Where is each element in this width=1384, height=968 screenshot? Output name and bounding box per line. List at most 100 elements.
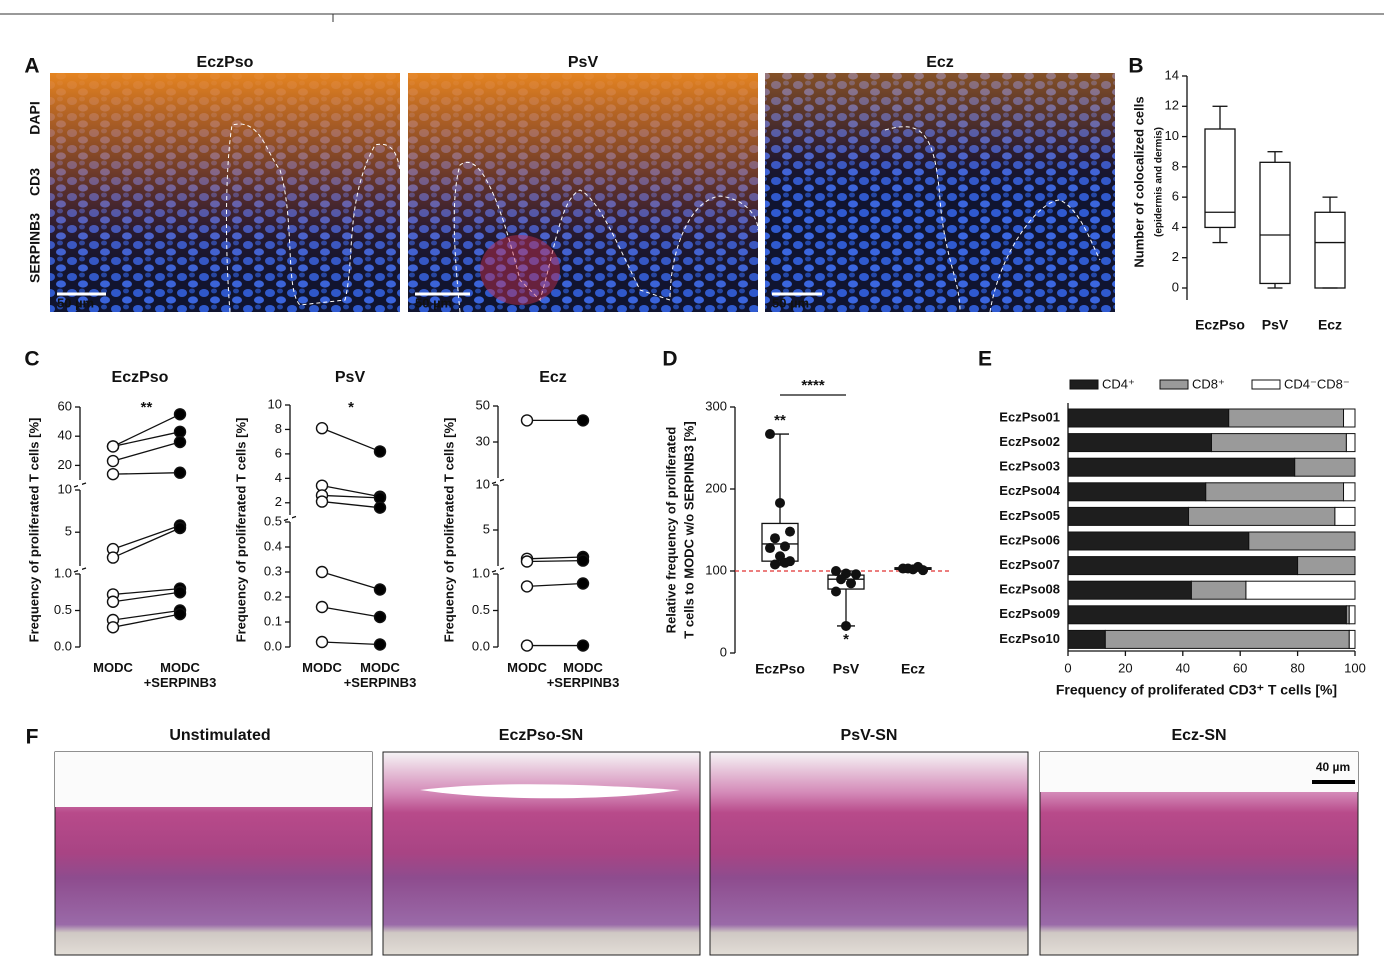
bar-segment	[1334, 506, 1356, 526]
image-title: EczPso-SN	[499, 727, 583, 744]
legend-label: CD4⁺	[1102, 376, 1135, 391]
channel-label: CD3	[27, 168, 43, 196]
y-tick-label: 60	[58, 398, 72, 413]
axis-break-gap	[496, 480, 500, 483]
axis-break-gap	[496, 568, 500, 572]
y-tick-label: 300	[705, 398, 727, 413]
data-point	[315, 495, 329, 508]
y-axis-label: Relative frequency of proliferated	[663, 427, 678, 634]
bar-segment	[1067, 556, 1299, 576]
pair-line	[112, 472, 181, 475]
y-tick-label: 14	[1165, 67, 1179, 82]
bar-segment	[1294, 457, 1356, 477]
category-label: Ecz	[1318, 317, 1342, 333]
pair-line	[526, 582, 584, 588]
legend-swatch	[1251, 379, 1281, 390]
image-title: Unstimulated	[169, 727, 270, 744]
bar-segment	[1067, 605, 1347, 625]
data-point	[765, 429, 775, 440]
bar-segment	[1343, 482, 1356, 502]
bar-segment	[1104, 629, 1350, 649]
data-point	[173, 521, 187, 535]
panel-label: D	[662, 348, 677, 371]
y-tick-label: 10	[58, 481, 72, 496]
y-tick-label: 6	[275, 445, 282, 460]
y-tick-label: 0.0	[54, 638, 72, 653]
image-title: PsV-SN	[841, 727, 898, 744]
data-point	[841, 620, 851, 631]
stratum-corneum-gap	[420, 784, 680, 799]
data-point	[520, 639, 534, 652]
category-label: Ecz	[901, 661, 925, 677]
panel-a-images	[50, 73, 1115, 313]
bar-segment	[1067, 580, 1192, 600]
y-axis-label: Frequency of proliferated T cells [%]	[441, 418, 456, 643]
data-point	[315, 422, 329, 435]
category-label: EczPso	[1195, 317, 1245, 333]
pair-line	[112, 591, 181, 603]
bar-segment	[1348, 605, 1356, 625]
y-tick-label: 0.5	[54, 602, 72, 617]
data-point	[780, 541, 790, 552]
data-point	[106, 621, 120, 634]
y-tick-label: 0	[720, 644, 727, 659]
bar-segment	[1067, 629, 1106, 649]
data-point	[785, 526, 795, 537]
y-tick-label: 100	[705, 562, 727, 577]
legend-label: CD4⁻CD8⁻	[1284, 376, 1350, 391]
cd3-cluster	[480, 235, 560, 305]
panel-label: A	[24, 55, 39, 78]
y-tick-label: 12	[1165, 98, 1179, 113]
box	[1314, 211, 1346, 289]
category-label: EczPso10	[999, 631, 1060, 646]
x-tick-label: 80	[1290, 660, 1304, 675]
category-text: MODC	[507, 660, 547, 675]
pair-line	[526, 556, 584, 560]
data-point	[765, 543, 775, 554]
scale-bar-label: 50 µm	[57, 295, 94, 310]
category-label: MODC	[302, 660, 342, 675]
image-title: PsV	[568, 54, 599, 71]
y-tick-label: 4	[1172, 219, 1179, 234]
data-point	[173, 607, 187, 621]
category-label: EczPso08	[999, 582, 1060, 597]
data-point	[770, 533, 780, 544]
y-axis-label: Frequency of proliferated T cells [%]	[26, 418, 41, 643]
data-point	[831, 566, 841, 576]
significance-label: **	[774, 412, 786, 429]
pair-line	[112, 524, 181, 550]
x-tick-label: 20	[1118, 660, 1132, 675]
y-tick-label: 0.0	[264, 638, 282, 653]
serpinb3-stain	[765, 73, 1115, 213]
category-label: PsV	[1262, 317, 1289, 333]
pair-line	[112, 587, 181, 596]
histology-image	[382, 751, 701, 956]
data-point	[106, 440, 120, 453]
bar-segment	[1228, 408, 1345, 428]
scale-bar-label: 50 µm	[772, 295, 809, 310]
category-label: EczPso05	[999, 508, 1060, 523]
category-label: EczPso01	[999, 409, 1060, 424]
y-tick-label: 8	[1172, 158, 1179, 173]
box	[1259, 161, 1291, 285]
y-tick-label: 50	[476, 397, 490, 412]
data-point	[315, 635, 329, 649]
data-point	[576, 577, 590, 590]
y-tick-label: 8	[275, 421, 282, 436]
data-point	[373, 583, 387, 596]
y-axis-label: Number of colocalized cells	[1131, 96, 1146, 267]
category-text: MODC	[302, 660, 342, 675]
chart-title: PsV	[335, 369, 366, 386]
scale-bar-label: 40 µm	[1316, 760, 1350, 774]
y-tick-label: 200	[705, 480, 727, 495]
significance-label: **	[141, 399, 153, 416]
data-point	[576, 554, 590, 567]
category-text: MODC	[93, 660, 133, 675]
histology-background	[1040, 752, 1358, 792]
data-point	[173, 586, 187, 599]
data-point	[520, 555, 534, 568]
y-tick-label: 5	[65, 524, 72, 539]
data-point	[373, 501, 387, 514]
data-point	[520, 414, 534, 427]
